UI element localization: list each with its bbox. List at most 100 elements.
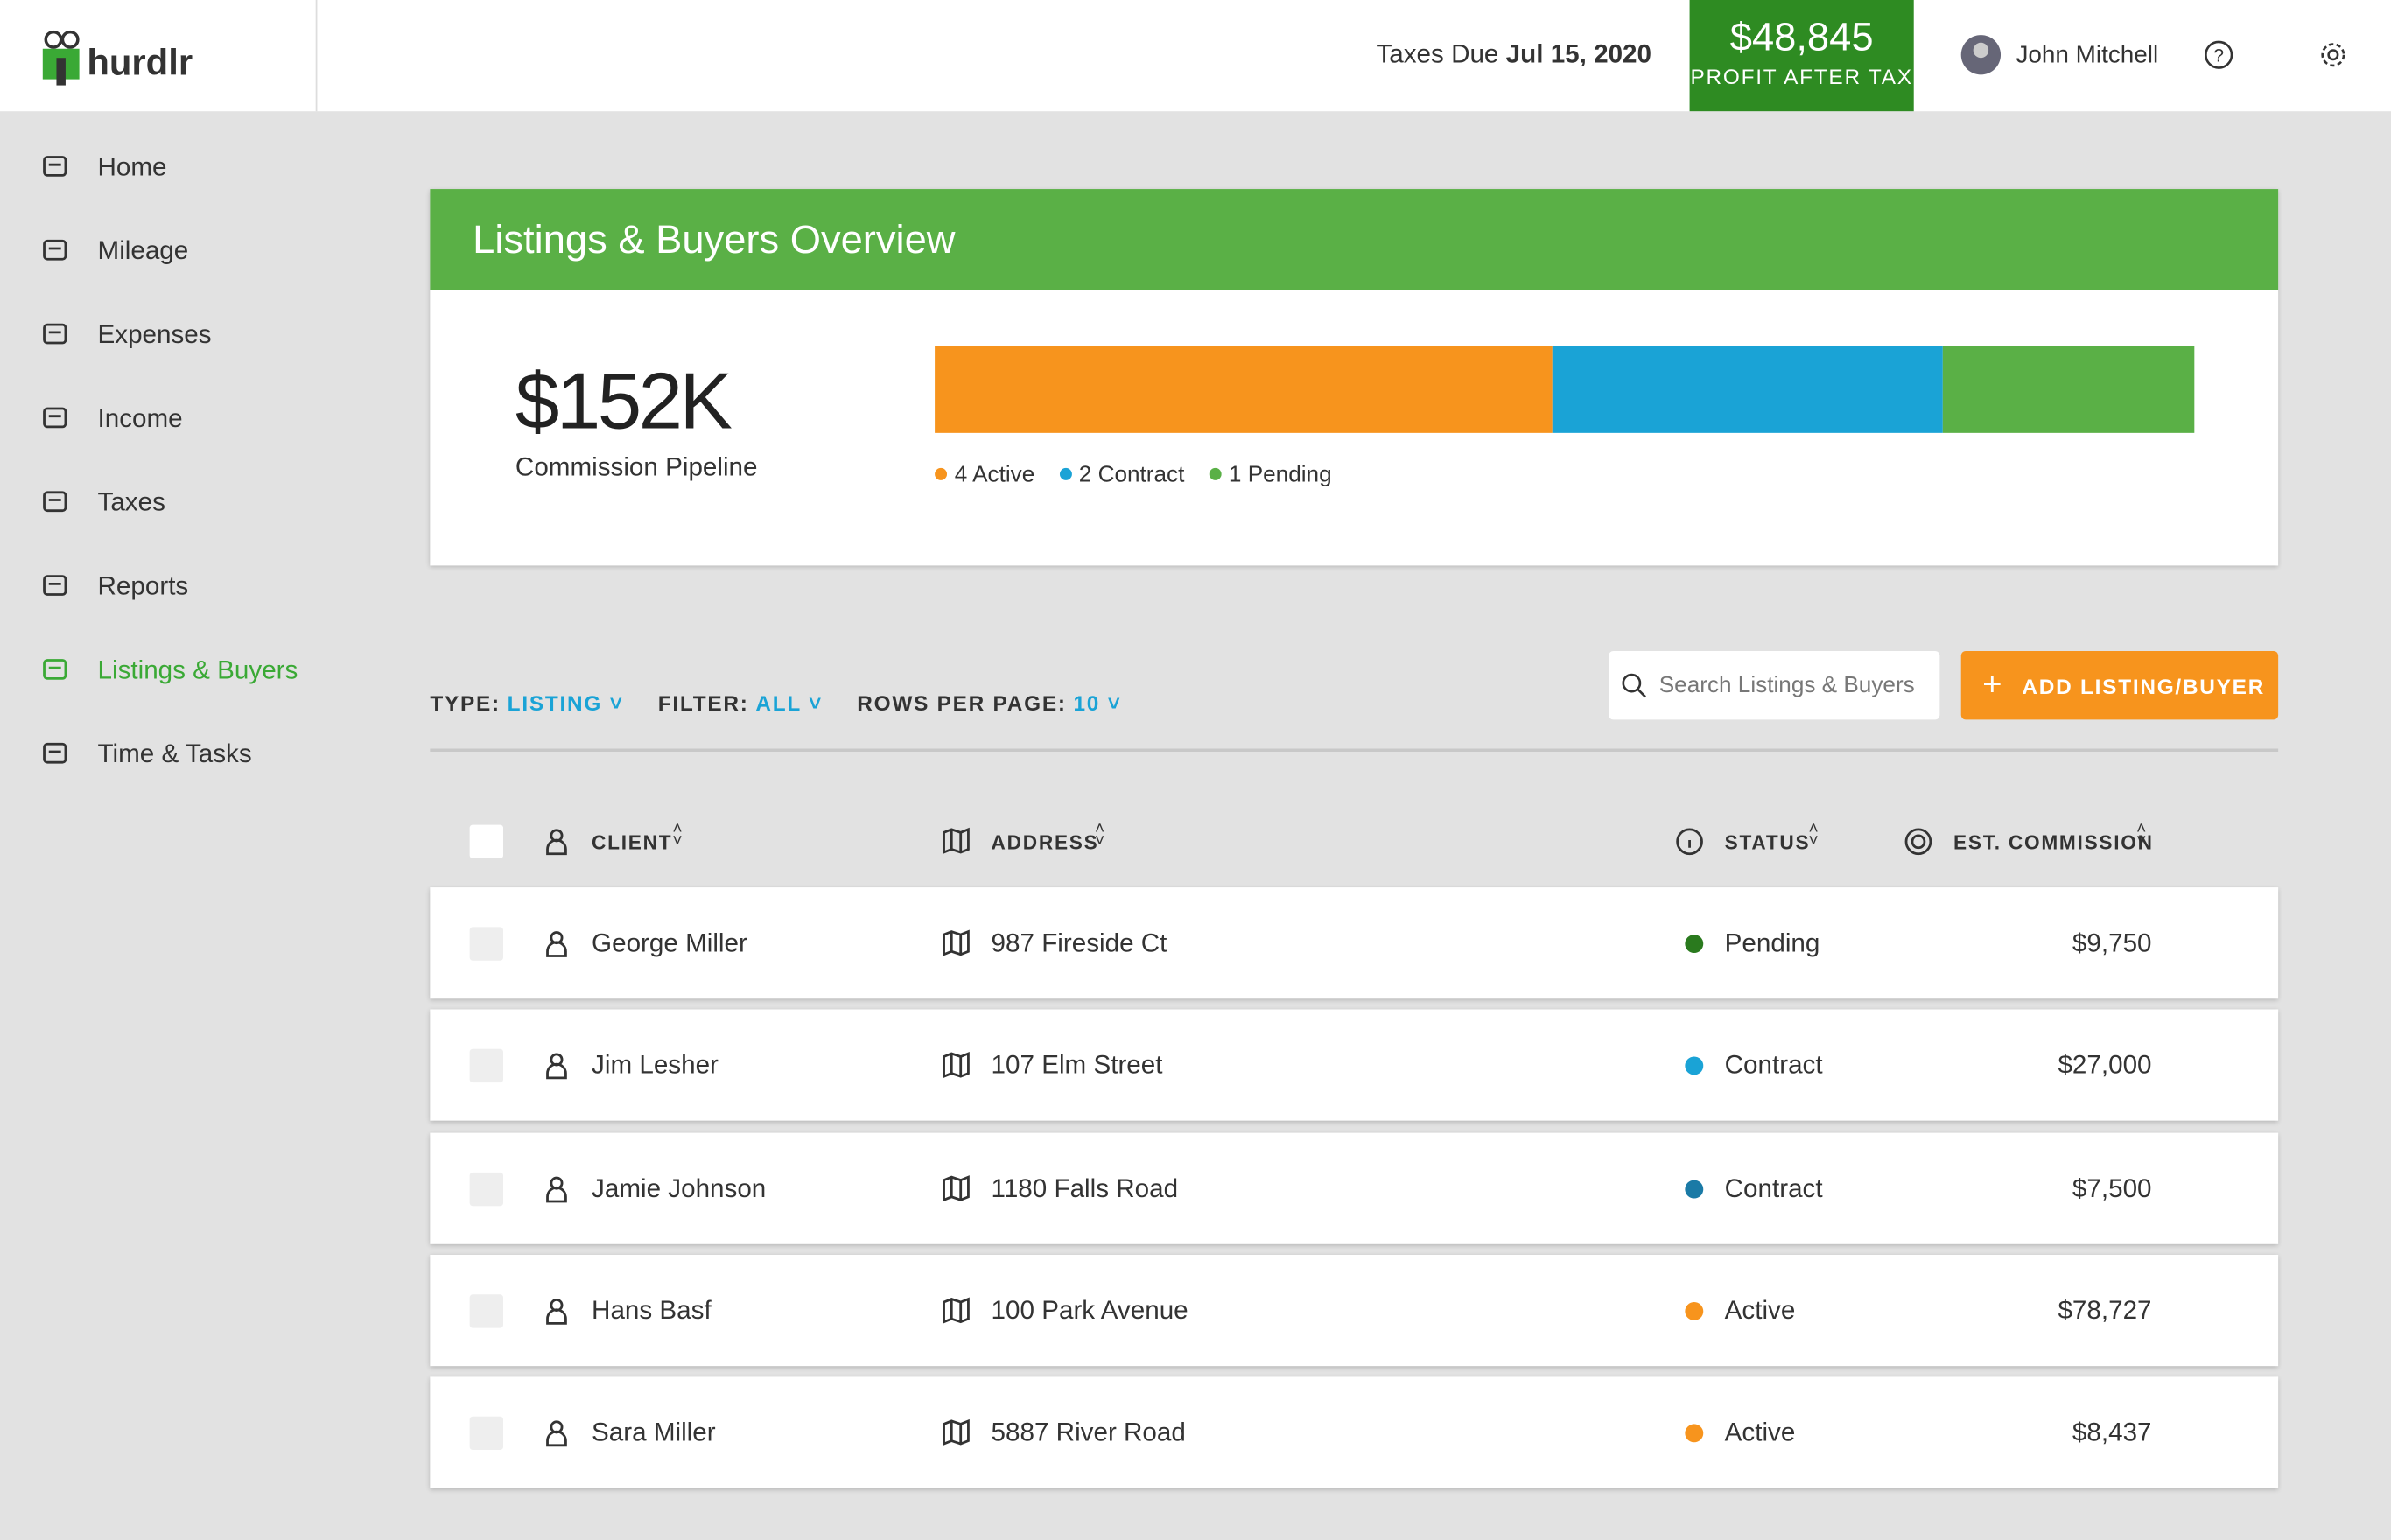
- toolbar: TYPE: LISTING ˅ FILTER: ALL ˅ ROWS PER P…: [430, 690, 1121, 718]
- help-icon[interactable]: ?: [2204, 39, 2234, 70]
- sort-icon[interactable]: ˄˅: [2136, 823, 2146, 848]
- legend: 4 Active 2 Contract 1 Pending: [935, 462, 1356, 488]
- nav-item[interactable]: Mileage: [98, 236, 189, 267]
- nav-item[interactable]: Home: [98, 152, 167, 183]
- nav-item[interactable]: Reports: [98, 571, 189, 602]
- nav-item[interactable]: Expenses: [98, 320, 212, 351]
- status: Contract: [1725, 1051, 1823, 1082]
- chevron[interactable]: ˅: [602, 690, 624, 715]
- nav-icon: [39, 402, 70, 441]
- divider: [430, 749, 2278, 752]
- top-bar: hurdlr Taxes Due Jul 15, 2020 $48,845 PR…: [0, 0, 2391, 111]
- select-all-checkbox[interactable]: [470, 825, 503, 858]
- legend-dot: [1209, 468, 1221, 480]
- commission: $9,750: [2072, 928, 2152, 959]
- profit-box[interactable]: $48,845 PROFIT AFTER TAX: [1690, 0, 1914, 111]
- pipeline-bar: [935, 346, 2194, 433]
- search-box[interactable]: Search Listings & Buyers: [1609, 651, 1939, 719]
- commission: $8,437: [2072, 1418, 2152, 1449]
- table-row[interactable]: Sara Miller5887 River RoadActive$8,437: [430, 1377, 2278, 1488]
- column-header[interactable]: CLIENT: [592, 831, 672, 854]
- map-icon: [941, 1418, 971, 1457]
- type-value[interactable]: LISTING: [508, 690, 602, 715]
- nav-icon: [39, 486, 70, 525]
- nav-item[interactable]: Income: [98, 404, 183, 435]
- nav-icon: [39, 570, 70, 609]
- table-row[interactable]: George Miller 987 Fireside Ct Pending $9,75…: [430, 887, 2278, 998]
- nav-icon: [39, 654, 70, 692]
- status: Contract: [1725, 1173, 1823, 1204]
- user-name[interactable]: John Mitchell: [2016, 43, 2158, 70]
- bar-segment: [935, 346, 1552, 433]
- add-button[interactable]: + ADD LISTING/BUYER: [1961, 651, 2278, 719]
- column-icon: [542, 826, 572, 864]
- bar-segment: [1942, 346, 2194, 433]
- address: 987 Fireside Ct: [992, 928, 1167, 959]
- nav-icon: [39, 738, 70, 776]
- map-icon: [941, 1296, 971, 1334]
- row-checkbox[interactable]: [470, 1294, 503, 1327]
- pipeline-label: Commission Pipeline: [515, 452, 758, 483]
- address: 1180 Falls Road: [992, 1173, 1179, 1204]
- chevron[interactable]: ˅: [802, 690, 824, 715]
- status: Active: [1725, 1418, 1796, 1449]
- pipeline-amount: $152K: [515, 357, 730, 449]
- nav-icon: [39, 234, 70, 273]
- status-dot: [1685, 934, 1703, 953]
- client-name: George Miller: [592, 928, 747, 959]
- rows-label: ROWS PER PAGE:: [857, 690, 1066, 715]
- status: Pending: [1725, 928, 1820, 959]
- profit-value: $48,845: [1690, 14, 1914, 61]
- legend-item: 4 Active: [935, 462, 1034, 488]
- legend-label: 1 Pending: [1229, 462, 1332, 488]
- logo-text: hurdlr: [87, 43, 193, 86]
- status-dot: [1685, 1180, 1703, 1198]
- table-row[interactable]: Jim Lesher107 Elm StreetContract$27,000: [430, 1010, 2278, 1121]
- nav-icon: [39, 150, 70, 189]
- taxes-label: Taxes Due: [1376, 39, 1498, 68]
- table-row[interactable]: Jamie Johnson1180 Falls RoadContract$7,5…: [430, 1132, 2278, 1243]
- row-checkbox[interactable]: [470, 1172, 503, 1205]
- column-header[interactable]: ADDRESS: [992, 831, 1099, 854]
- column-header[interactable]: EST. COMMISSION: [1953, 831, 2154, 854]
- address: 100 Park Avenue: [992, 1296, 1188, 1326]
- legend-label: 4 Active: [955, 462, 1035, 488]
- filter-label: FILTER:: [658, 690, 749, 715]
- map-icon: [941, 1173, 971, 1212]
- client-name: Jim Lesher: [592, 1051, 719, 1082]
- legend-dot: [1059, 468, 1071, 480]
- person-icon: [542, 1173, 572, 1212]
- rows-value[interactable]: 10: [1073, 690, 1100, 715]
- taxes-due: Taxes Due Jul 15, 2020: [1376, 39, 1651, 70]
- row-checkbox[interactable]: [470, 1417, 503, 1450]
- person-icon: [542, 1418, 572, 1457]
- overview-title: Listings & Buyers Overview: [430, 189, 2278, 290]
- commission: $7,500: [2072, 1173, 2152, 1204]
- nav-item[interactable]: Taxes: [98, 488, 165, 519]
- chevron[interactable]: ˅: [1100, 690, 1122, 715]
- overview-card: Listings & Buyers Overview $152K Commiss…: [430, 189, 2278, 565]
- status: Active: [1725, 1296, 1796, 1326]
- taxes-date: Jul 15, 2020: [1506, 39, 1651, 68]
- column-icon: [1674, 826, 1705, 864]
- nav-item[interactable]: Time & Tasks: [98, 739, 252, 770]
- row-checkbox[interactable]: [470, 1049, 503, 1082]
- sort-icon[interactable]: ˄˅: [1095, 823, 1104, 848]
- avatar[interactable]: [1960, 33, 2002, 76]
- profit-label: PROFIT AFTER TAX: [1690, 64, 1914, 88]
- legend-label: 2 Contract: [1079, 462, 1185, 488]
- row-checkbox[interactable]: [470, 927, 503, 960]
- divider: [316, 0, 318, 111]
- table-row[interactable]: Hans Basf100 Park AvenueActive$78,727: [430, 1255, 2278, 1366]
- plus-icon: +: [1982, 665, 2002, 704]
- map-icon: [941, 928, 971, 967]
- column-icon: [1904, 826, 1934, 864]
- settings-icon[interactable]: [2317, 39, 2348, 70]
- bar-segment: [1552, 346, 1942, 433]
- sort-icon[interactable]: ˄˅: [672, 823, 682, 848]
- column-header[interactable]: STATUS: [1725, 831, 1811, 854]
- nav-item[interactable]: Listings & Buyers: [98, 655, 298, 686]
- filter-value[interactable]: ALL: [755, 690, 801, 715]
- sort-icon[interactable]: ˄˅: [1808, 823, 1818, 848]
- type-label: TYPE:: [430, 690, 501, 715]
